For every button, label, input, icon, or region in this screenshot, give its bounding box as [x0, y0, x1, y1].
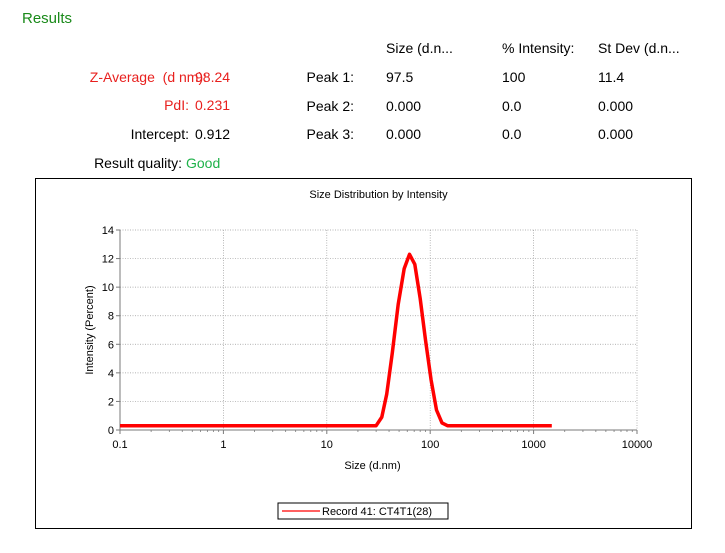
- y-tick-label: 2: [108, 396, 114, 408]
- results-title: Results: [22, 10, 73, 27]
- x-tick-label: 10: [321, 439, 333, 451]
- peak-3-label: Peak 3:: [306, 126, 354, 142]
- x-axis-label: Size (d.nm): [344, 460, 400, 472]
- y-tick-label: 14: [102, 225, 114, 237]
- y-tick-label: 4: [108, 368, 114, 380]
- pdi-label: PdI:: [164, 97, 189, 113]
- z-average-unit: (d nm):: [162, 69, 207, 85]
- x-tick-label: 0.1: [112, 439, 127, 451]
- header-intensity: % Intensity:: [502, 40, 575, 56]
- y-axis-label: Intensity (Percent): [84, 285, 96, 374]
- intercept-label: Intercept:: [130, 126, 189, 142]
- y-tick-label: 6: [108, 339, 114, 351]
- legend-box: [277, 502, 449, 520]
- z-average-text: Z-Average: [89, 69, 155, 85]
- x-tick-label: 100: [421, 439, 439, 451]
- legend-label: Record 41: CT4T1(28): [322, 506, 432, 518]
- y-tick-label: 8: [108, 311, 114, 323]
- peak-1-stdev: 11.4: [598, 69, 625, 85]
- peak-3-stdev: 0.000: [598, 126, 634, 142]
- quality-value: Good: [186, 155, 221, 171]
- y-tick-label: 12: [102, 254, 114, 266]
- peak-1-size: 97.5: [386, 69, 414, 85]
- header-size: Size (d.n...: [386, 40, 453, 56]
- series-line-1: [120, 252, 552, 428]
- x-tick-label: 1: [220, 439, 226, 451]
- size-distribution-chart: Size Distribution by Intensity 0 2 4 6 8 10 12 1…: [35, 178, 692, 529]
- peak-1-label: Peak 1:: [306, 69, 354, 85]
- peak-2-stdev: 0.000: [598, 98, 634, 114]
- intercept-value: 0.912: [195, 126, 231, 142]
- quality-label: Result quality:: [94, 155, 182, 171]
- chart-svg: Size Distribution by Intensity 0 2 4 6 8 10 12 1…: [84, 189, 653, 520]
- peak-2-size: 0.000: [386, 98, 422, 114]
- x-tick-label: 1000: [521, 439, 545, 451]
- header-stdev: St Dev (d.n...: [598, 40, 680, 56]
- z-average-value: 98.24: [195, 69, 231, 85]
- x-tick-label: 10000: [622, 439, 653, 451]
- y-tick-label: 0: [108, 425, 114, 437]
- y-tick-label: 10: [102, 282, 114, 294]
- peak-3-size: 0.000: [386, 126, 422, 142]
- peak-3-intensity: 0.0: [502, 126, 522, 142]
- chart-title: Size Distribution by Intensity: [309, 189, 448, 201]
- z-average-label: Z-Average (d nm):: [90, 69, 207, 85]
- peak-2-intensity: 0.0: [502, 98, 522, 114]
- peak-1-intensity: 100: [502, 69, 526, 85]
- pdi-value: 0.231: [195, 97, 231, 113]
- peak-2-label: Peak 2:: [306, 98, 354, 114]
